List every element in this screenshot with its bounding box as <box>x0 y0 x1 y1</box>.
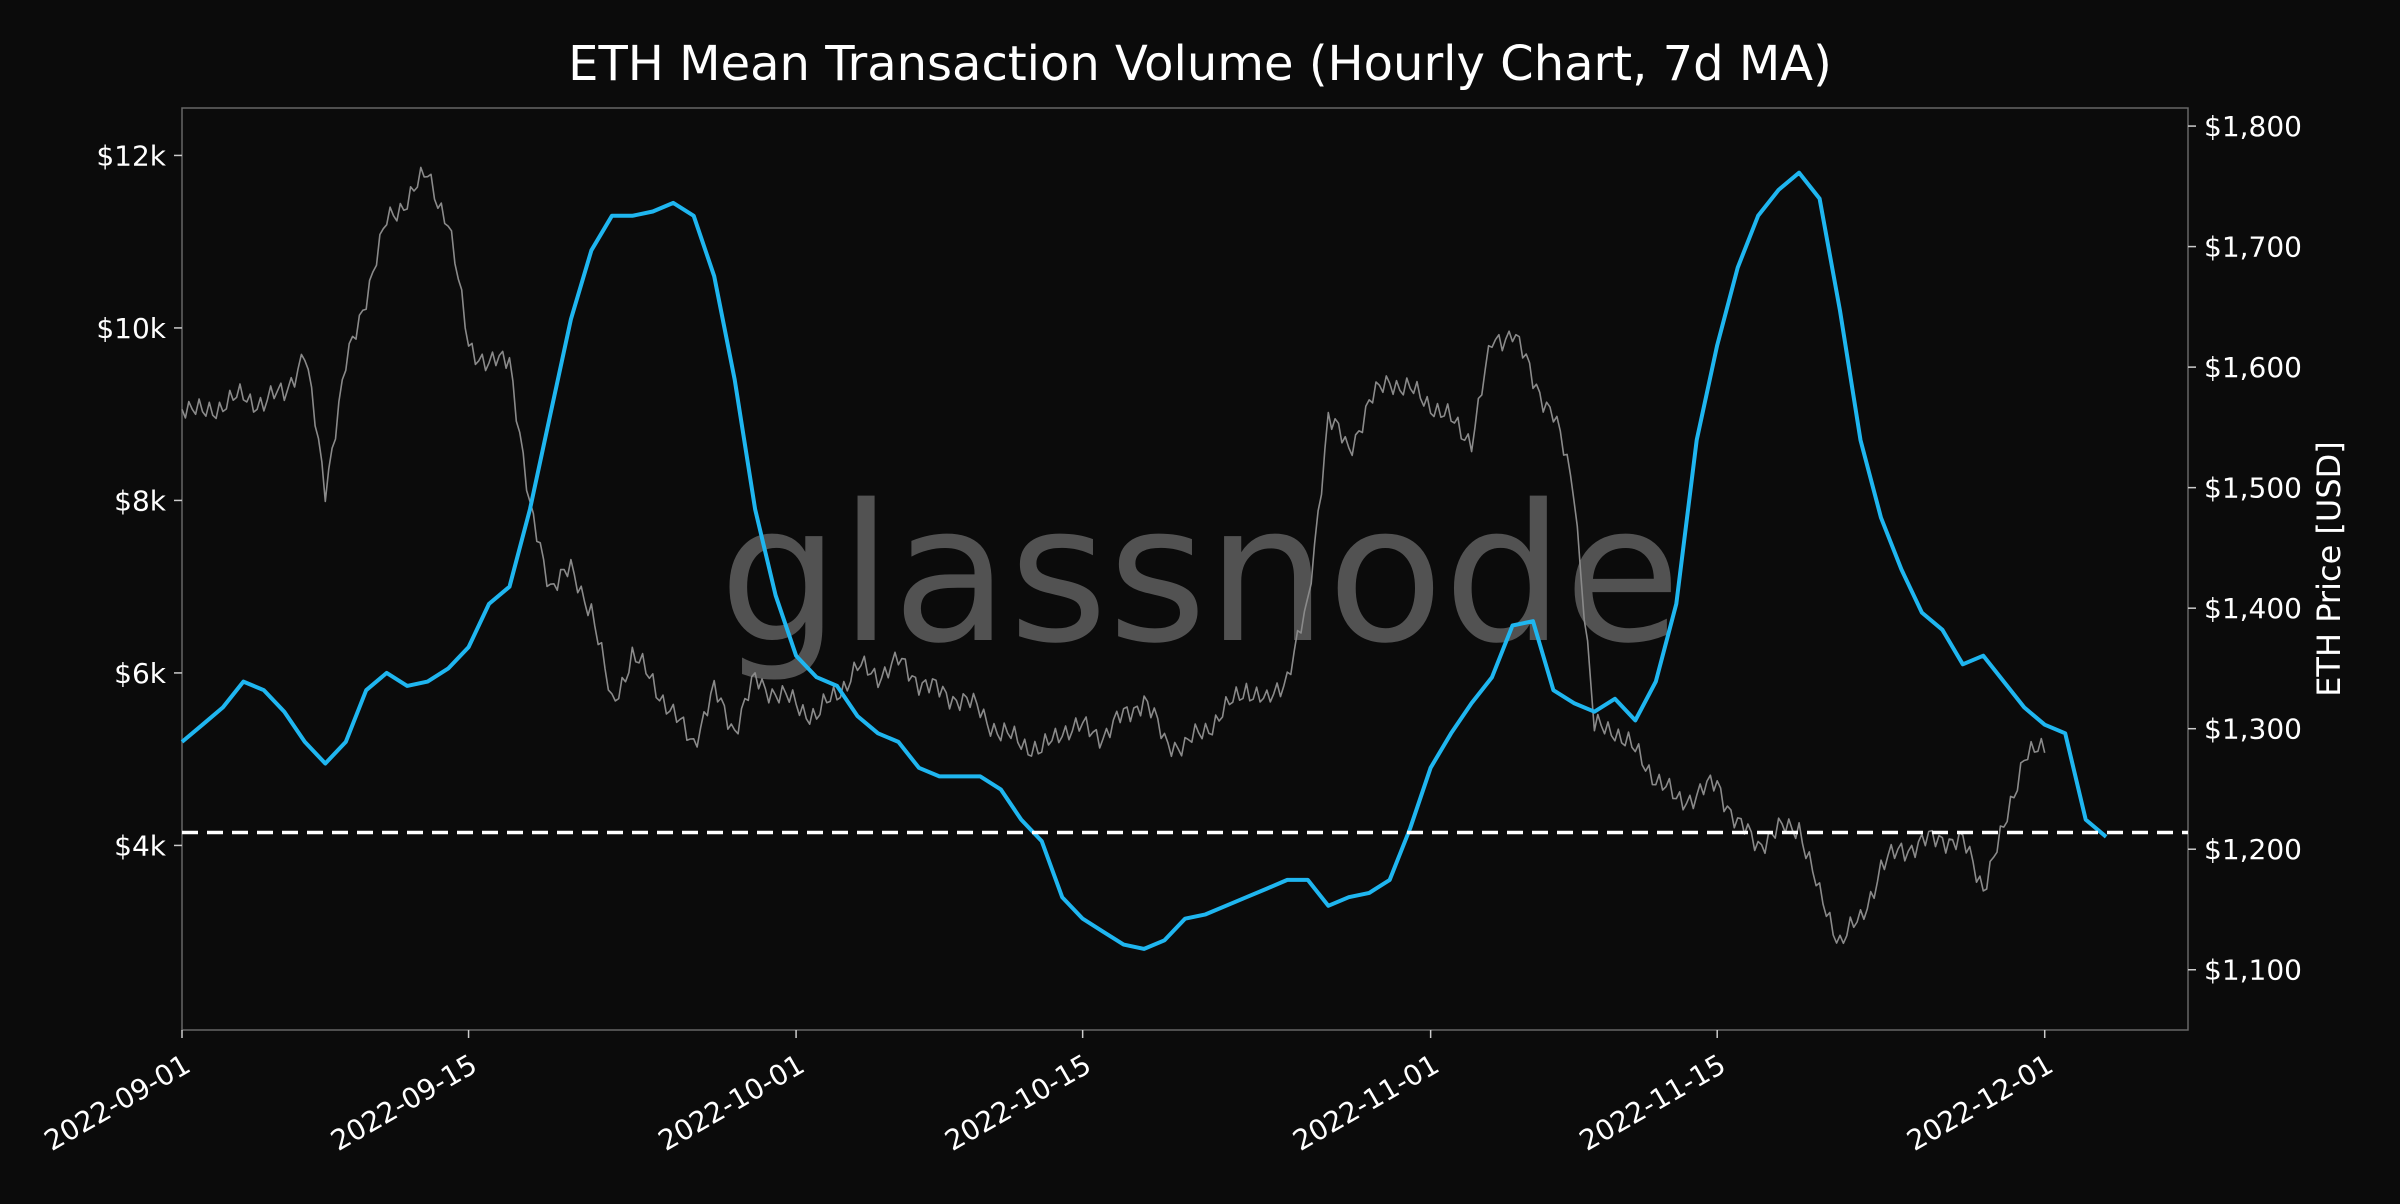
plot-area-frame <box>181 107 2189 1031</box>
right-tick-label: $1,300 <box>2204 713 2302 746</box>
watermark-text: glassnode <box>719 464 1681 685</box>
right-tick-label: $1,200 <box>2204 833 2302 866</box>
right-tick-label: $1,400 <box>2204 592 2302 625</box>
right-axis-label: ETH Price [USD] <box>2310 441 2348 697</box>
chart-title: ETH Mean Transaction Volume (Hourly Char… <box>568 36 1832 92</box>
volume-series-layer <box>180 170 2108 951</box>
right-tick-label: $1,500 <box>2204 472 2302 505</box>
price-series-line <box>181 166 2046 945</box>
right-tick-label: $1,800 <box>2204 110 2302 143</box>
left-tick-label: $10k <box>96 312 166 345</box>
left-tick-label: $6k <box>114 657 167 690</box>
right-tick-label: $1,600 <box>2204 351 2302 384</box>
right-tick-label: $1,700 <box>2204 231 2302 264</box>
price-series-layer <box>181 166 2046 945</box>
left-tick-label: $12k <box>96 139 166 172</box>
right-axis-ticks: $1,100 $1,200 $1,300 $1,400 $1,500 $1,600 $1,7… <box>2188 110 2302 987</box>
left-tick-label: $4k <box>114 829 167 862</box>
right-tick-label: $1,100 <box>2204 954 2302 987</box>
left-axis-ticks: $4k $6k $8k $10k $12k <box>96 139 182 862</box>
volume-series-line <box>180 170 2108 951</box>
left-tick-label: $8k <box>114 484 167 517</box>
